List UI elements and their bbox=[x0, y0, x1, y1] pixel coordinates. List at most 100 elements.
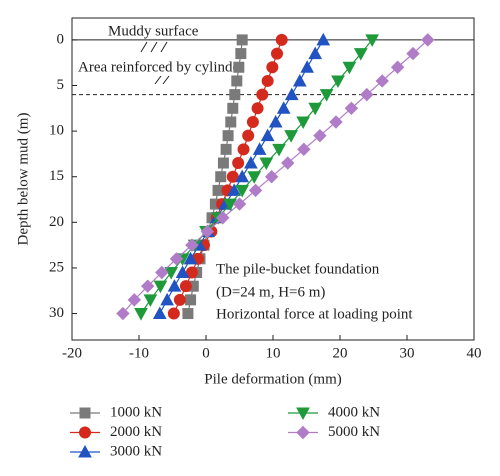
data-point bbox=[244, 155, 258, 169]
data-point bbox=[185, 294, 197, 306]
data-point bbox=[232, 157, 245, 170]
data-point bbox=[247, 171, 262, 184]
data-point bbox=[296, 116, 310, 130]
data-point bbox=[316, 32, 331, 46]
data-point bbox=[246, 115, 259, 128]
data-point bbox=[229, 89, 241, 101]
x-tick-label: 20 bbox=[333, 345, 348, 361]
data-point bbox=[375, 74, 389, 88]
legend-label: 3000 kN bbox=[110, 443, 162, 459]
x-tick-label: -10 bbox=[129, 345, 149, 361]
y-tick-label: 0 bbox=[57, 31, 65, 47]
legend-label: 1000 kN bbox=[110, 404, 162, 420]
data-point bbox=[266, 61, 279, 74]
data-point bbox=[271, 47, 284, 60]
legend-label: 5000 kN bbox=[328, 424, 380, 440]
annotation: Area reinforced by cylinder bbox=[78, 59, 244, 75]
data-point bbox=[319, 89, 334, 102]
data-point bbox=[231, 75, 243, 87]
data-point bbox=[259, 157, 274, 171]
x-tick-label: 10 bbox=[266, 345, 281, 361]
data-point bbox=[365, 34, 380, 47]
data-point bbox=[261, 74, 274, 87]
y-tick-label: 10 bbox=[49, 123, 64, 139]
data-point bbox=[223, 198, 237, 212]
data-point bbox=[275, 33, 288, 46]
data-point bbox=[284, 130, 298, 143]
data-point bbox=[342, 61, 357, 75]
data-point bbox=[182, 308, 194, 320]
data-point bbox=[141, 279, 155, 293]
data-point bbox=[390, 60, 405, 74]
legend-label: 2000 kN bbox=[110, 424, 162, 440]
data-point bbox=[248, 183, 263, 198]
data-point bbox=[308, 102, 323, 116]
data-point bbox=[292, 73, 307, 87]
data-point bbox=[260, 128, 275, 142]
data-point bbox=[143, 294, 158, 307]
data-point bbox=[116, 306, 130, 321]
data-point bbox=[276, 101, 291, 114]
data-point bbox=[169, 252, 184, 266]
data-point bbox=[281, 156, 295, 170]
y-tick-label: 15 bbox=[49, 168, 64, 184]
annotation: Horizontal force at loading point bbox=[216, 306, 413, 322]
data-point bbox=[160, 292, 174, 306]
data-point bbox=[237, 143, 250, 156]
data-point bbox=[225, 116, 237, 128]
legend-label: 4000 kN bbox=[328, 404, 380, 420]
data-point bbox=[200, 224, 215, 239]
data-point bbox=[308, 46, 323, 60]
data-point bbox=[344, 101, 359, 116]
data-point bbox=[227, 183, 241, 196]
data-point bbox=[421, 33, 435, 47]
data-point bbox=[222, 130, 234, 142]
y-tick-label: 20 bbox=[49, 214, 64, 230]
data-point bbox=[236, 34, 248, 46]
y-axis-label: Depth below mud (m) bbox=[15, 113, 31, 246]
annotation: Muddy surface bbox=[108, 23, 199, 39]
legend-marker bbox=[296, 407, 310, 421]
data-point bbox=[127, 293, 142, 307]
data-point bbox=[272, 143, 286, 157]
data-point bbox=[155, 265, 169, 280]
data-point bbox=[215, 171, 227, 183]
data-point bbox=[153, 280, 168, 294]
legend-marker bbox=[78, 444, 92, 458]
legend-marker bbox=[79, 426, 91, 439]
data-point bbox=[264, 170, 279, 184]
data-point bbox=[256, 88, 269, 101]
data-point bbox=[360, 87, 374, 102]
data-point bbox=[284, 87, 299, 101]
data-point bbox=[300, 60, 315, 73]
data-point bbox=[179, 280, 192, 293]
x-axis-label: Pile deformation (mm) bbox=[204, 371, 341, 387]
legend-marker bbox=[296, 425, 310, 440]
data-point bbox=[216, 211, 230, 225]
legend-marker bbox=[79, 407, 91, 419]
data-point bbox=[235, 169, 250, 183]
x-tick-label: -20 bbox=[62, 345, 82, 361]
data-point bbox=[152, 306, 167, 320]
data-point bbox=[232, 197, 247, 211]
y-tick-label: 5 bbox=[57, 77, 65, 93]
data-point bbox=[134, 308, 148, 321]
data-point bbox=[173, 293, 186, 306]
data-point bbox=[235, 48, 247, 60]
annotation: The pile-bucket foundation bbox=[216, 261, 380, 277]
x-tick-label: 30 bbox=[400, 345, 415, 361]
data-point bbox=[268, 114, 283, 128]
y-tick-label: 25 bbox=[49, 259, 64, 275]
data-point bbox=[297, 142, 311, 157]
data-point bbox=[226, 170, 239, 183]
y-tick-label: 30 bbox=[49, 305, 64, 321]
data-point bbox=[233, 61, 245, 73]
annotation: (D=24 m, H=6 m) bbox=[216, 284, 325, 300]
data-point bbox=[220, 143, 232, 155]
x-tick-label: 40 bbox=[467, 345, 482, 361]
data-point bbox=[331, 75, 345, 88]
data-point bbox=[242, 129, 255, 142]
data-point bbox=[185, 238, 199, 252]
data-point bbox=[353, 48, 368, 61]
